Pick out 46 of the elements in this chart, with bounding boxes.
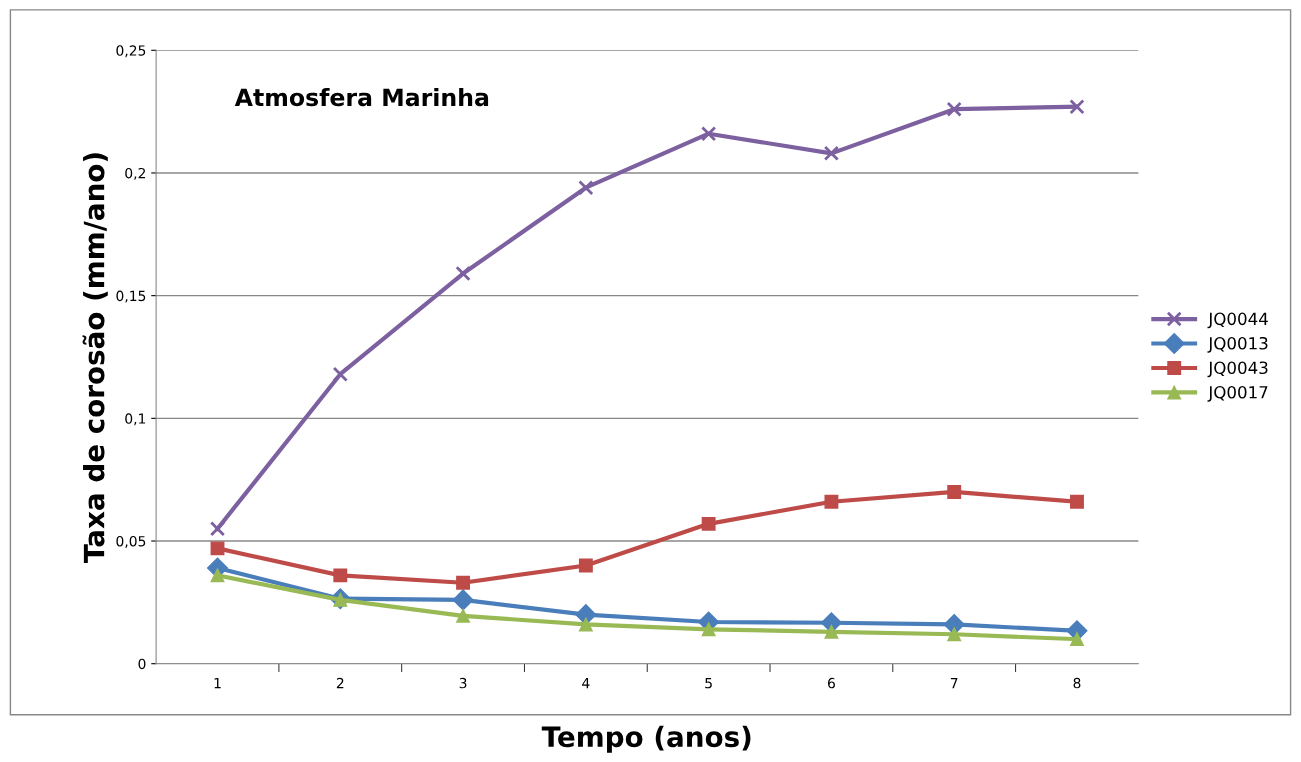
x-tick-label: 4 — [582, 678, 590, 689]
point — [824, 494, 839, 509]
point — [209, 521, 226, 537]
point — [578, 180, 594, 196]
x-tick-label: 8 — [1073, 677, 1081, 689]
legend-label: JQ0044 — [1207, 312, 1268, 329]
point — [456, 608, 471, 623]
point — [210, 541, 225, 556]
point — [946, 101, 962, 117]
text: Atmosfera Marinha — [234, 87, 489, 107]
x-tick-label: 3 — [459, 677, 467, 689]
point — [947, 485, 962, 499]
point — [824, 624, 839, 639]
y-tick-label: 0,25 — [116, 45, 146, 58]
point — [701, 126, 717, 142]
legend-label: JQ0043 — [1207, 361, 1268, 378]
point — [823, 145, 840, 161]
point — [947, 627, 962, 642]
point — [1069, 99, 1085, 115]
point — [456, 575, 471, 590]
point — [1070, 494, 1084, 509]
y-tick-label: 0 — [138, 658, 146, 670]
y-tick-label: 0,1 — [125, 413, 146, 426]
x-tick-label: 6 — [827, 677, 835, 689]
point — [701, 622, 716, 637]
x-axis-title: Tempo (anos) — [541, 725, 751, 753]
x-tick-label: 1 — [214, 678, 221, 689]
point — [578, 558, 593, 573]
point — [210, 568, 225, 583]
x-tick-label: 2 — [336, 677, 344, 689]
y-axis-title: Taxa de corosão (mm/ano) — [82, 153, 108, 563]
point — [1070, 632, 1084, 647]
y-tick-label: 0,2 — [125, 167, 146, 180]
point — [332, 366, 348, 382]
y-tick-label: 0,05 — [116, 535, 146, 548]
x-tick-label: 5 — [705, 678, 712, 689]
legend-label: JQ0017 — [1207, 385, 1268, 402]
point — [701, 516, 716, 531]
point — [333, 568, 348, 583]
x-tick-label: 7 — [950, 678, 958, 689]
point — [943, 613, 965, 635]
point — [578, 617, 593, 632]
point — [452, 589, 474, 611]
y-tick-label: 0,15 — [116, 290, 146, 303]
point — [455, 265, 471, 282]
legend-label: JQ0013 — [1207, 336, 1268, 353]
